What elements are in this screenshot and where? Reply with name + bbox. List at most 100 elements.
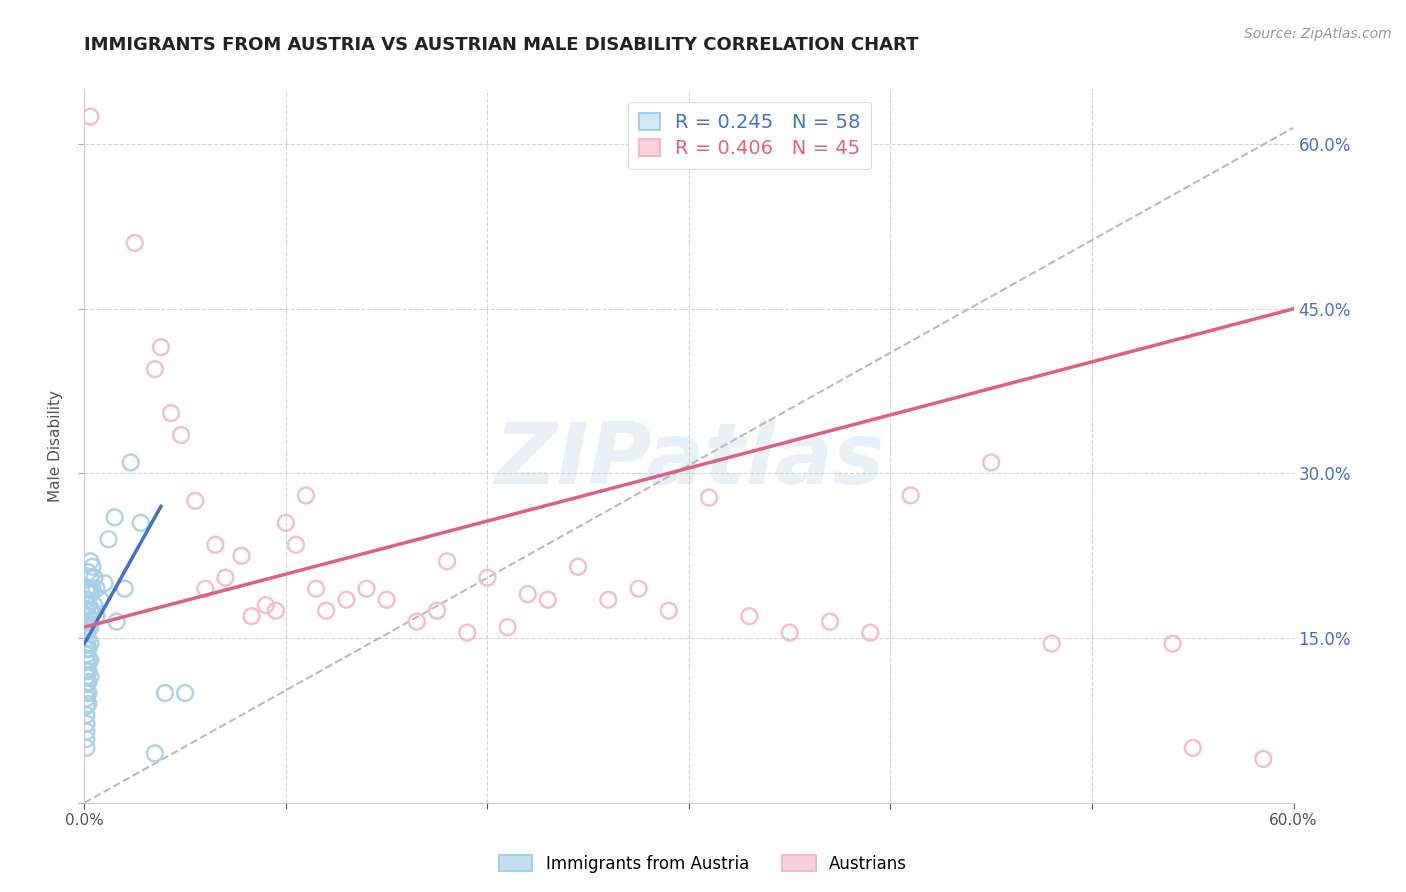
Point bbox=[77, 566, 100, 580]
Point bbox=[79, 637, 101, 651]
Point bbox=[170, 428, 193, 442]
Point bbox=[75, 642, 97, 657]
Point bbox=[75, 691, 97, 706]
Point bbox=[184, 494, 207, 508]
Point bbox=[77, 631, 100, 645]
Point bbox=[149, 340, 172, 354]
Text: ZIPatlas: ZIPatlas bbox=[494, 418, 884, 502]
Point bbox=[567, 559, 589, 574]
Point bbox=[240, 609, 263, 624]
Point bbox=[980, 455, 1002, 469]
Point bbox=[426, 604, 449, 618]
Point bbox=[86, 609, 108, 624]
Point bbox=[97, 533, 120, 547]
Point bbox=[274, 516, 297, 530]
Point bbox=[295, 488, 318, 502]
Point bbox=[82, 604, 104, 618]
Point bbox=[194, 582, 217, 596]
Point bbox=[89, 592, 111, 607]
Point bbox=[79, 604, 101, 618]
Point bbox=[120, 455, 142, 469]
Point bbox=[129, 516, 152, 530]
Point bbox=[285, 538, 308, 552]
Point bbox=[79, 554, 101, 568]
Point bbox=[77, 598, 100, 612]
Point bbox=[83, 598, 105, 612]
Point bbox=[77, 609, 100, 624]
Point bbox=[75, 582, 97, 596]
Point bbox=[738, 609, 761, 624]
Point bbox=[697, 491, 720, 505]
Point bbox=[124, 235, 146, 250]
Point bbox=[75, 716, 97, 731]
Point bbox=[143, 747, 166, 761]
Text: Source: ZipAtlas.com: Source: ZipAtlas.com bbox=[1244, 27, 1392, 41]
Point bbox=[516, 587, 538, 601]
Point bbox=[143, 362, 166, 376]
Point bbox=[598, 592, 620, 607]
Point bbox=[477, 571, 499, 585]
Point bbox=[1253, 752, 1275, 766]
Point bbox=[104, 510, 127, 524]
Point bbox=[900, 488, 922, 502]
Point bbox=[456, 625, 478, 640]
Point bbox=[77, 686, 100, 700]
Point bbox=[75, 708, 97, 723]
Text: IMMIGRANTS FROM AUSTRIA VS AUSTRIAN MALE DISABILITY CORRELATION CHART: IMMIGRANTS FROM AUSTRIA VS AUSTRIAN MALE… bbox=[84, 36, 918, 54]
Point bbox=[264, 604, 287, 618]
Point bbox=[75, 653, 97, 667]
Point bbox=[779, 625, 801, 640]
Point bbox=[77, 642, 100, 657]
Point bbox=[79, 571, 101, 585]
Point bbox=[75, 637, 97, 651]
Point bbox=[82, 559, 104, 574]
Point bbox=[77, 623, 100, 637]
Point bbox=[79, 620, 101, 634]
Point bbox=[305, 582, 328, 596]
Point bbox=[204, 538, 226, 552]
Point bbox=[75, 686, 97, 700]
Point bbox=[335, 592, 357, 607]
Point bbox=[77, 582, 100, 596]
Point bbox=[82, 582, 104, 596]
Point bbox=[406, 615, 429, 629]
Point bbox=[436, 554, 458, 568]
Point bbox=[75, 592, 97, 607]
Point bbox=[537, 592, 560, 607]
Point bbox=[859, 625, 882, 640]
Point bbox=[79, 653, 101, 667]
Point bbox=[77, 697, 100, 711]
Point bbox=[79, 669, 101, 683]
Point bbox=[231, 549, 253, 563]
Point bbox=[75, 724, 97, 739]
Point bbox=[75, 699, 97, 714]
Point bbox=[86, 582, 108, 596]
Point bbox=[75, 677, 97, 691]
Point bbox=[77, 675, 100, 690]
Point bbox=[79, 110, 101, 124]
Point bbox=[658, 604, 681, 618]
Point bbox=[105, 615, 128, 629]
Point bbox=[114, 582, 136, 596]
Point bbox=[1161, 637, 1184, 651]
Y-axis label: Male Disability: Male Disability bbox=[48, 390, 63, 502]
Point bbox=[79, 587, 101, 601]
Point bbox=[75, 732, 97, 747]
Legend: Immigrants from Austria, Austrians: Immigrants from Austria, Austrians bbox=[492, 848, 914, 880]
Point bbox=[93, 576, 115, 591]
Point bbox=[77, 653, 100, 667]
Point bbox=[153, 686, 176, 700]
Point bbox=[75, 740, 97, 755]
Point bbox=[160, 406, 183, 420]
Point bbox=[1040, 637, 1063, 651]
Point bbox=[75, 604, 97, 618]
Point bbox=[254, 598, 277, 612]
Legend: R = 0.245   N = 58, R = 0.406   N = 45: R = 0.245 N = 58, R = 0.406 N = 45 bbox=[628, 102, 870, 169]
Point bbox=[1181, 740, 1204, 755]
Point bbox=[75, 625, 97, 640]
Point bbox=[75, 615, 97, 629]
Point bbox=[496, 620, 519, 634]
Point bbox=[375, 592, 398, 607]
Point bbox=[214, 571, 236, 585]
Point bbox=[75, 648, 97, 662]
